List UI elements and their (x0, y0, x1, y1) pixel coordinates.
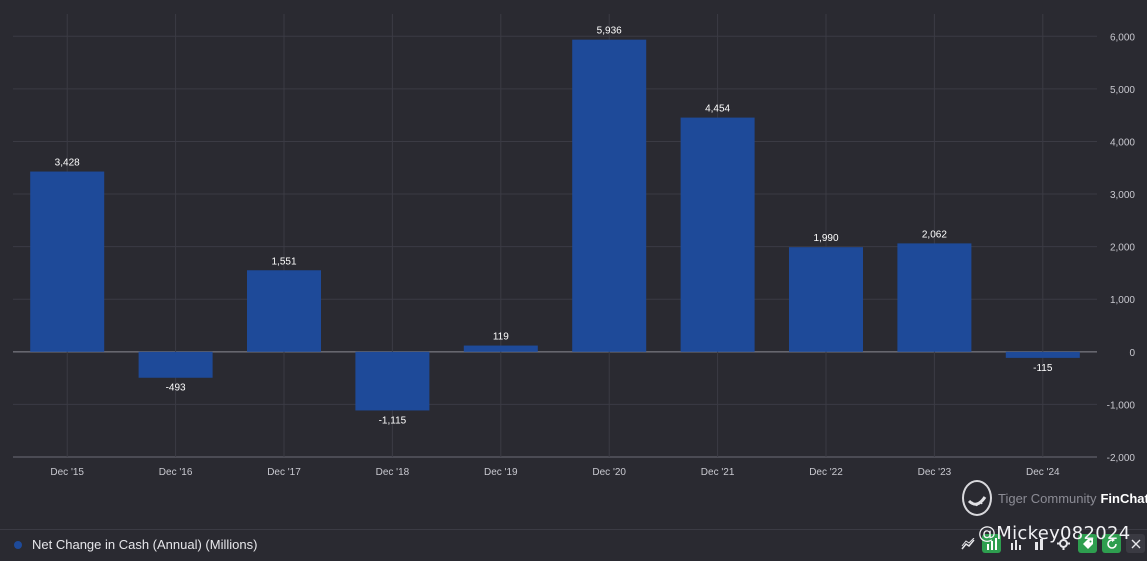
watermark-text: Tiger Community FinChat (998, 491, 1147, 506)
bar-chart-outline-icon[interactable] (1006, 534, 1025, 553)
x-tick-label: Dec '23 (918, 467, 952, 478)
bar (1005, 351, 1080, 358)
bar-chart-icon[interactable] (982, 534, 1001, 553)
data-label: 2,062 (922, 229, 947, 240)
legend-label: Net Change in Cash (Annual) (Millions) (32, 537, 258, 552)
watermark-handle: @Mickey082024 (978, 523, 1131, 544)
y-tick-label: 0 (1129, 348, 1135, 359)
x-tick-label: Dec '24 (1026, 467, 1060, 478)
bar (355, 351, 430, 411)
refresh-icon[interactable] (1102, 534, 1121, 553)
data-label: 3,428 (55, 158, 80, 169)
bar (247, 270, 321, 352)
x-tick-label: Dec '21 (701, 467, 735, 478)
y-tick-label: 1,000 (1110, 295, 1135, 306)
bar (138, 351, 213, 378)
stacked-bar-icon[interactable] (1030, 534, 1049, 553)
y-tick-label: -2,000 (1107, 453, 1136, 464)
x-tick-label: Dec '19 (484, 467, 518, 478)
y-tick-label: 6,000 (1110, 32, 1135, 43)
chart-footer: Net Change in Cash (Annual) (Millions) (0, 529, 1147, 561)
bar (30, 171, 105, 352)
bar (572, 39, 647, 352)
y-tick-label: 2,000 (1110, 243, 1135, 254)
data-label: -493 (166, 383, 186, 394)
data-label: -115 (1033, 363, 1053, 374)
data-label: 5,936 (597, 26, 622, 37)
close-icon[interactable] (1126, 534, 1145, 553)
bar-chart: 3,428 -493 1,551 -1,115 119 5,936 4,454 1,990 2,… (13, 14, 1136, 478)
watermark-prefix: Tiger Community (998, 490, 1097, 506)
x-tick-label: Dec '18 (376, 467, 410, 478)
chart-toolbar (958, 534, 1145, 553)
watermark-brand: FinChat (1100, 490, 1147, 506)
bar (897, 243, 972, 352)
bar (680, 117, 755, 352)
y-tick-label: 4,000 (1110, 137, 1135, 148)
line-chart-icon[interactable] (958, 534, 977, 553)
data-label: 1,990 (813, 233, 838, 244)
watermark: Tiger Community FinChat (962, 478, 1147, 518)
x-tick-label: Dec '17 (267, 467, 301, 478)
tiger-logo-icon (962, 480, 992, 516)
data-label: 4,454 (705, 104, 730, 115)
x-tick-label: Dec '20 (592, 467, 626, 478)
gear-icon[interactable] (1054, 534, 1073, 553)
y-tick-label: 3,000 (1110, 190, 1135, 201)
tag-icon[interactable] (1078, 534, 1097, 553)
bars (30, 39, 1080, 411)
data-label: -1,115 (379, 415, 407, 426)
bar (789, 247, 863, 352)
data-label: 1,551 (271, 256, 296, 267)
x-tick-label: Dec '15 (50, 467, 84, 478)
bar (463, 345, 538, 352)
x-tick-label: Dec '22 (809, 467, 843, 478)
legend-swatch (14, 540, 22, 549)
y-axis: 6,000 5,000 4,000 3,000 2,000 1,000 0 -1,000 -2,… (1107, 32, 1136, 464)
data-label: 119 (493, 332, 509, 343)
x-tick-label: Dec '16 (159, 467, 193, 478)
data-labels: 3,428 -493 1,551 -1,115 119 5,936 4,454 1,990 2,… (55, 26, 1053, 427)
gridlines (13, 14, 1097, 458)
y-tick-label: 5,000 (1110, 85, 1135, 96)
x-axis: Dec '15 Dec '16 Dec '17 Dec '18 Dec '19 Dec '… (50, 467, 1060, 478)
legend[interactable]: Net Change in Cash (Annual) (Millions) (14, 537, 257, 552)
y-tick-label: -1,000 (1107, 400, 1136, 411)
